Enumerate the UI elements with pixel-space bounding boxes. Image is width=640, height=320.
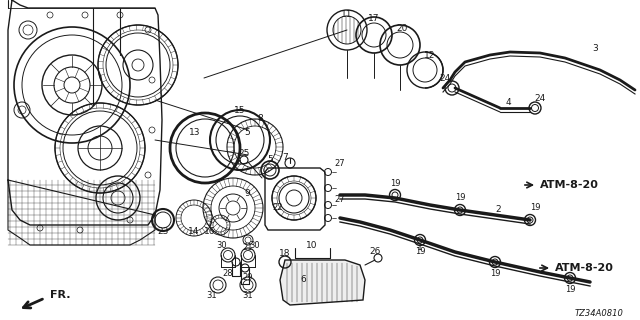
Text: 17: 17: [368, 13, 380, 22]
Text: 10: 10: [307, 241, 317, 250]
Text: 27: 27: [335, 158, 346, 167]
Text: 19: 19: [530, 204, 540, 212]
Text: 26: 26: [369, 247, 381, 257]
Text: 8: 8: [257, 114, 263, 123]
Text: 30: 30: [217, 241, 227, 250]
Text: 9: 9: [244, 188, 250, 197]
Text: 29: 29: [243, 274, 253, 283]
Text: 28: 28: [223, 268, 234, 277]
Text: 24: 24: [440, 74, 451, 83]
Text: 19: 19: [390, 179, 400, 188]
Text: 19: 19: [490, 268, 500, 277]
Text: 21: 21: [243, 244, 253, 252]
Text: 2: 2: [495, 205, 501, 214]
Text: 19: 19: [455, 194, 465, 203]
Text: 24: 24: [534, 93, 546, 102]
Text: 13: 13: [189, 127, 201, 137]
Text: 22: 22: [273, 203, 284, 212]
Text: TZ34A0810: TZ34A0810: [575, 308, 624, 317]
Text: 27: 27: [335, 196, 346, 204]
Text: 16: 16: [204, 228, 216, 236]
Text: 31: 31: [243, 292, 253, 300]
Text: 14: 14: [188, 228, 200, 236]
Text: 25: 25: [238, 148, 250, 157]
Text: 19: 19: [415, 247, 425, 257]
Text: 11: 11: [341, 10, 353, 19]
Text: 4: 4: [505, 98, 511, 107]
Text: 15: 15: [234, 106, 246, 115]
Text: 5: 5: [244, 127, 250, 137]
Text: 3: 3: [592, 44, 598, 52]
Text: FR.: FR.: [50, 290, 70, 300]
Text: 12: 12: [424, 51, 436, 60]
Text: 19: 19: [564, 284, 575, 293]
Text: 30: 30: [250, 241, 260, 250]
Text: 31: 31: [207, 292, 218, 300]
Text: 7: 7: [282, 153, 288, 162]
Text: 5: 5: [267, 155, 273, 164]
Text: 18: 18: [279, 249, 291, 258]
Text: 1: 1: [417, 244, 423, 252]
Text: 6: 6: [300, 276, 306, 284]
Text: ATM-8-20: ATM-8-20: [540, 180, 599, 190]
Text: 23: 23: [157, 228, 169, 236]
Text: ATM-8-20: ATM-8-20: [555, 263, 614, 273]
Text: 20: 20: [396, 23, 408, 33]
Polygon shape: [280, 260, 365, 305]
